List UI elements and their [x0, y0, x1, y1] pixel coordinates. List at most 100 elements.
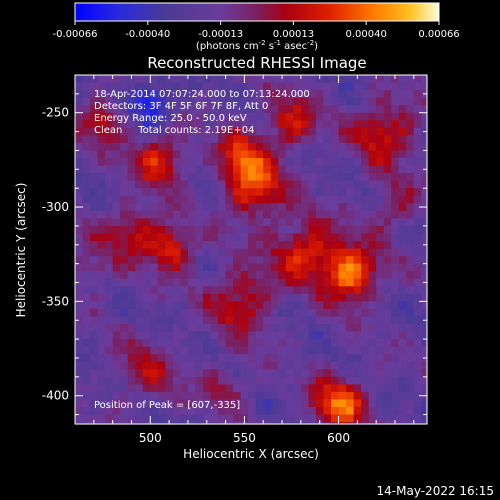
heatmap-cell [248, 422, 257, 425]
heatmap-cell [142, 105, 151, 114]
heatmap-cell [195, 354, 204, 363]
heatmap-cell [323, 414, 332, 423]
heatmap-cell [331, 233, 340, 242]
heatmap-cell [218, 218, 227, 227]
heatmap-cell [338, 127, 347, 136]
heatmap-cell [285, 286, 294, 295]
heatmap-cell [278, 105, 287, 114]
heatmap-cell [120, 346, 129, 355]
heatmap-cell [120, 308, 129, 318]
heatmap-cell [195, 301, 204, 310]
heatmap-cell [195, 210, 204, 219]
heatmap-cell [308, 286, 317, 295]
heatmap-cell [255, 293, 264, 302]
heatmap-cell [315, 241, 325, 250]
heatmap-cell [391, 188, 400, 197]
heatmap-cell [421, 248, 428, 257]
heatmap-cell [195, 346, 204, 355]
heatmap-cell [97, 158, 106, 167]
heatmap-cell [278, 112, 287, 121]
heatmap-cell [82, 105, 91, 114]
heatmap-cell [391, 248, 400, 257]
colorbar-tick-label: 0.00040 [346, 29, 387, 40]
heatmap-cell [338, 112, 347, 121]
heatmap-cell [353, 308, 362, 318]
heatmap-cell [331, 120, 340, 129]
heatmap-cell [270, 248, 279, 257]
heatmap-cell [255, 120, 264, 129]
heatmap-cell [105, 308, 114, 318]
heatmap-cell [142, 339, 151, 348]
heatmap-cell [75, 346, 84, 355]
heatmap-cell [278, 407, 287, 416]
heatmap-cell [413, 225, 422, 235]
heatmap-cell [285, 369, 294, 378]
heatmap-cell [421, 218, 428, 227]
heatmap-cell [165, 150, 174, 159]
heatmap-cell [398, 407, 407, 416]
heatmap-cell [135, 407, 144, 416]
heatmap-cell [308, 97, 317, 106]
heatmap-cell [210, 218, 219, 227]
heatmap-cell [90, 112, 99, 121]
heatmap-cell [218, 225, 227, 235]
heatmap-cell [180, 391, 189, 401]
heatmap-cell [90, 256, 99, 265]
heatmap-cell [346, 271, 355, 280]
heatmap-cell [233, 407, 242, 416]
heatmap-cell [323, 278, 332, 287]
heatmap-cell [195, 316, 204, 325]
heatmap-cell [218, 324, 227, 333]
heatmap-cell [353, 75, 362, 84]
heatmap-cell [225, 361, 234, 370]
heatmap-cell [383, 316, 392, 325]
heatmap-cell [112, 316, 121, 325]
heatmap-cell [172, 248, 182, 257]
heatmap-cell [421, 225, 428, 235]
heatmap-cell [210, 105, 219, 114]
heatmap-cell [353, 165, 362, 174]
heatmap-cell [421, 82, 428, 91]
heatmap-cell [233, 422, 242, 425]
heatmap-cell [353, 331, 362, 340]
heatmap-cell [361, 127, 370, 136]
heatmap-cell [421, 346, 428, 355]
heatmap-cell [338, 354, 347, 363]
heatmap-cell [82, 158, 91, 167]
annotation-line: Detectors: 3F 4F 5F 6F 7F 8F, Att 0 [94, 101, 268, 112]
heatmap-cell [361, 142, 370, 152]
heatmap-cell [225, 308, 234, 318]
heatmap-cell [120, 225, 129, 235]
heatmap-cell [293, 241, 302, 250]
heatmap-cell [97, 127, 106, 136]
heatmap-cell [90, 293, 99, 302]
heatmap-cell [263, 271, 272, 280]
heatmap-cell [421, 188, 428, 197]
heatmap-cell [361, 369, 370, 378]
heatmap-cell [391, 165, 400, 174]
heatmap-cell [240, 225, 249, 235]
colorbar-tick-label: 0.00066 [418, 29, 459, 40]
heatmap-cell [353, 142, 362, 152]
heatmap-cell [142, 180, 151, 189]
heatmap-cell [413, 127, 422, 136]
heatmap-cell [195, 331, 204, 340]
heatmap-cell [270, 82, 279, 91]
heatmap-cell [187, 324, 197, 333]
heatmap-cell [293, 316, 302, 325]
heatmap-cell [150, 158, 159, 167]
heatmap-cell [105, 331, 114, 340]
heatmap-cell [112, 188, 121, 197]
heatmap-cell [195, 188, 204, 197]
heatmap-cell [180, 112, 189, 121]
heatmap-cell [218, 241, 227, 250]
heatmap-cell [353, 286, 362, 295]
heatmap-cell [285, 384, 294, 393]
heatmap-cell [165, 112, 174, 121]
heatmap-cell [157, 135, 166, 144]
heatmap-cell [338, 384, 347, 393]
heatmap-cell [187, 369, 197, 378]
heatmap-cell [240, 165, 249, 174]
heatmap-cell [157, 210, 166, 219]
heatmap-cell [323, 354, 332, 363]
